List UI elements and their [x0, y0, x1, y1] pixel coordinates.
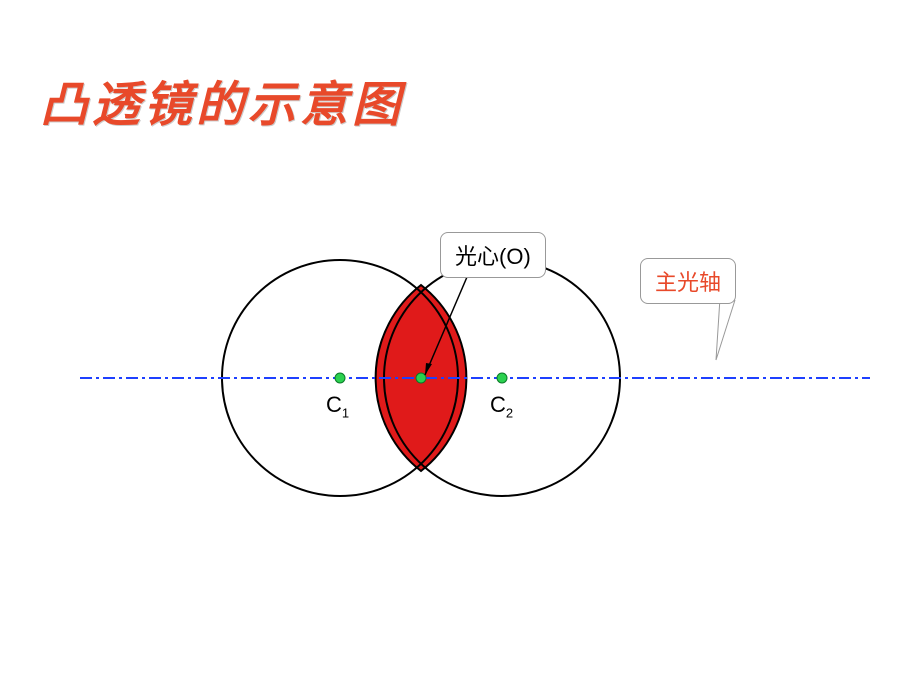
c1-main: C	[326, 392, 342, 417]
c2-label: C2	[490, 392, 513, 420]
callout-principal-axis: 主光轴	[640, 258, 736, 304]
optical-center-label: 光心(O)	[455, 244, 531, 269]
c1-sub: 1	[342, 405, 349, 420]
principal-axis-pointer	[716, 298, 735, 360]
c1-label: C1	[326, 392, 349, 420]
center-point-c2	[497, 373, 507, 383]
c2-sub: 2	[506, 405, 513, 420]
lens-diagram	[0, 0, 920, 690]
callout-optical-center: 光心(O)	[440, 232, 546, 278]
principal-axis-label: 主光轴	[655, 270, 721, 295]
c2-main: C	[490, 392, 506, 417]
center-point-c1	[335, 373, 345, 383]
